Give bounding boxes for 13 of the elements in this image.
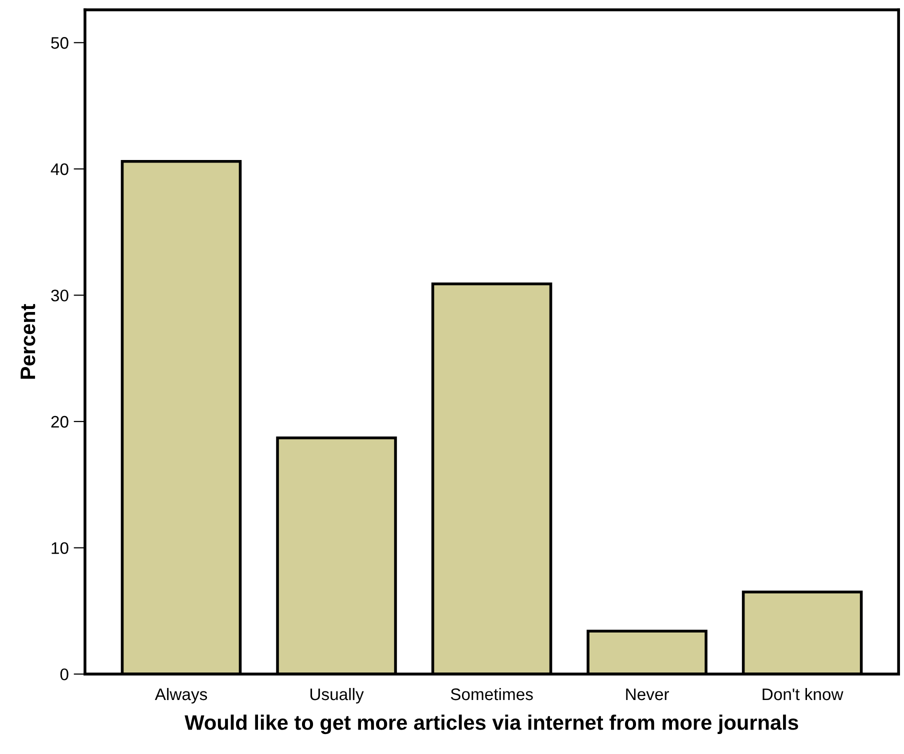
x-axis-title: Would like to get more articles via internet from more journals [184, 714, 798, 734]
x-tick-label: Don't know [762, 688, 844, 700]
x-tick-label: Never [626, 688, 669, 700]
x-tick-label: Usually [310, 688, 364, 704]
y-tick-label: 30 [51, 290, 68, 302]
y-tick-label: 50 [51, 37, 68, 49]
y-axis-title: Percent [20, 304, 36, 379]
y-tick-label: 10 [52, 542, 68, 554]
y-tick-label: 0 [60, 668, 68, 680]
y-tick-label: 20 [51, 416, 68, 428]
y-tick-label: 40 [50, 163, 68, 176]
x-tick-label: Sometimes [450, 688, 533, 700]
x-tick-label: Always [154, 688, 208, 704]
